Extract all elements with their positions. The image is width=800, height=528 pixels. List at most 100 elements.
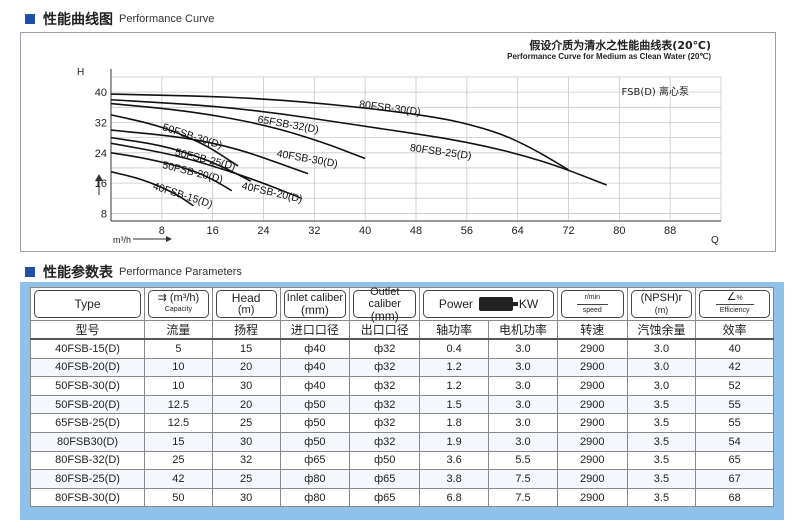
npsh-unit: (m) — [654, 305, 669, 315]
head-header-zh: 扬程 — [211, 320, 281, 340]
x-axis-end-label: Q — [711, 235, 719, 246]
series-label: 40FSB-20(D) — [241, 180, 304, 206]
cell-type: 80FSB-25(D) — [29, 469, 146, 489]
cell-efficiency: 42 — [695, 357, 774, 378]
cell-motor-power: 7.5 — [488, 469, 558, 489]
col-header-type: Type — [29, 287, 146, 321]
section-square-icon — [25, 14, 35, 24]
cell-speed: 2900 — [556, 394, 628, 415]
cell-motor-power: 5.5 — [488, 450, 558, 471]
cell-outlet: ф32 — [349, 394, 421, 415]
x-tick-label: 8 — [159, 225, 165, 237]
cell-npsh: 3.5 — [626, 394, 697, 415]
cell-efficiency: 68 — [695, 487, 774, 508]
pump-type-label: FSB(D) 离心泵 — [622, 85, 689, 98]
cell-capacity: 15 — [144, 431, 213, 452]
cell-speed: 2900 — [556, 376, 628, 396]
cell-outlet: ф32 — [349, 357, 421, 378]
cell-shaft-power: 6.8 — [419, 487, 490, 508]
cell-efficiency: 65 — [695, 450, 774, 471]
series-line — [110, 142, 302, 200]
table-row: 80FSB-32(D) 25 32 ф65 ф50 3.6 5.5 2900 3.5 65 — [29, 450, 774, 471]
table-row: 40FSB-15(D) 5 15 ф40 ф32 0.4 3.0 2900 3.0 40 — [29, 338, 774, 359]
col-header-power: Power KW — [419, 287, 558, 321]
param-title-zh: 性能参数表 — [43, 265, 113, 281]
outlet-header-zh: 出口口径 — [349, 320, 421, 340]
cell-capacity: 10 — [144, 357, 213, 378]
cell-speed: 2900 — [556, 487, 628, 508]
speed-unit: r/min — [584, 293, 601, 301]
cell-motor-power: 3.0 — [488, 357, 558, 378]
param-title-en: Performance Parameters — [119, 266, 242, 278]
table-row: 50FSB-30(D) 10 30 ф40 ф32 1.2 3.0 2900 3.0 52 — [29, 376, 774, 396]
curve-title-en: Performance Curve — [119, 13, 215, 25]
cell-npsh: 3.5 — [626, 413, 697, 433]
cell-motor-power: 3.0 — [488, 376, 558, 396]
shaft-power-header-zh: 轴功率 — [419, 320, 490, 340]
cell-efficiency: 40 — [695, 338, 774, 359]
x-tick-label: 16 — [207, 225, 219, 237]
table-row: 50FSB-20(D) 12.5 20 ф50 ф32 1.5 3.0 2900 3.5 55 — [29, 394, 774, 415]
x-tick-label: 64 — [512, 225, 524, 237]
cell-motor-power: 3.0 — [488, 431, 558, 452]
cell-motor-power: 7.5 — [488, 487, 558, 508]
cell-npsh: 3.0 — [626, 338, 697, 359]
section-square-icon — [25, 267, 35, 277]
cell-head: 30 — [211, 487, 281, 508]
cell-npsh: 3.5 — [626, 450, 697, 471]
x-tick-label: 72 — [562, 225, 574, 237]
y-tick-label: 16 — [95, 178, 107, 190]
table-row: 65FSB-25(D) 12.5 25 ф50 ф32 1.8 3.0 2900 3.5 55 — [29, 413, 774, 433]
power-header-en: Power — [438, 297, 473, 311]
cell-head: 20 — [211, 357, 281, 378]
speed-label: speed — [576, 303, 608, 317]
x-tick-label: 40 — [359, 225, 371, 237]
col-header-inlet: Inlet caliber (mm) — [279, 287, 351, 321]
x-tick-label: 88 — [664, 225, 676, 237]
y-tick-label: 24 — [95, 148, 107, 160]
efficiency-header-zh: 效率 — [695, 320, 774, 340]
capacity-unit: (m³/h) — [169, 292, 200, 304]
cell-capacity: 42 — [144, 469, 213, 489]
cell-efficiency: 55 — [695, 394, 774, 415]
cell-speed: 2900 — [556, 357, 628, 378]
cell-efficiency: 52 — [695, 376, 774, 396]
cell-capacity: 50 — [144, 487, 213, 508]
cell-speed: 2900 — [556, 450, 628, 471]
cell-npsh: 3.0 — [626, 357, 697, 378]
series-line — [110, 114, 239, 167]
cell-head: 15 — [211, 338, 281, 359]
type-header-zh: 型号 — [29, 320, 146, 340]
cell-outlet: ф32 — [349, 338, 421, 359]
cell-shaft-power: 0.4 — [419, 338, 490, 359]
cell-type: 50FSB-20(D) — [29, 394, 146, 415]
cell-type: 80FSB-30(D) — [29, 487, 146, 508]
cell-shaft-power: 1.2 — [419, 357, 490, 378]
cell-capacity: 12.5 — [144, 394, 213, 415]
series-line — [110, 170, 195, 207]
cell-type: 80FSB30(D) — [29, 431, 146, 452]
x-axis-unit-label: m³/h — [113, 235, 131, 245]
table-body: 40FSB-15(D) 5 15 ф40 ф32 0.4 3.0 2900 3.0 40 40FSB… — [29, 338, 774, 508]
series-label: 65FSB-32(D) — [257, 114, 320, 136]
capacity-label: Capacity — [164, 306, 193, 313]
series-line — [110, 129, 309, 175]
parameter-table-panel: Type ⇉ (m³/h) Capacity Head (m) Inlet cal… — [20, 282, 784, 520]
table-row: 80FSB-30(D) 50 30 ф80 ф65 6.8 7.5 2900 3.5 68 — [29, 487, 774, 508]
cell-outlet: ф50 — [349, 450, 421, 471]
capacity-header-zh: 流量 — [144, 320, 213, 340]
flow-icon: ⇉ — [157, 292, 167, 304]
cell-npsh: 3.0 — [626, 376, 697, 396]
power-unit: KW — [518, 297, 539, 311]
parameter-table: Type ⇉ (m³/h) Capacity Head (m) Inlet cal… — [29, 286, 774, 508]
cell-speed: 2900 — [556, 469, 628, 489]
npsh-header-zh: 汽蚀余量 — [626, 320, 697, 340]
cell-inlet: ф50 — [279, 431, 351, 452]
cell-head: 32 — [211, 450, 281, 471]
y-tick-label: 8 — [101, 208, 107, 220]
motor-power-header-zh: 电机功率 — [488, 320, 558, 340]
cell-outlet: ф32 — [349, 376, 421, 396]
series-label: 80FSB-30(D) — [358, 98, 421, 118]
series-line — [110, 98, 607, 186]
